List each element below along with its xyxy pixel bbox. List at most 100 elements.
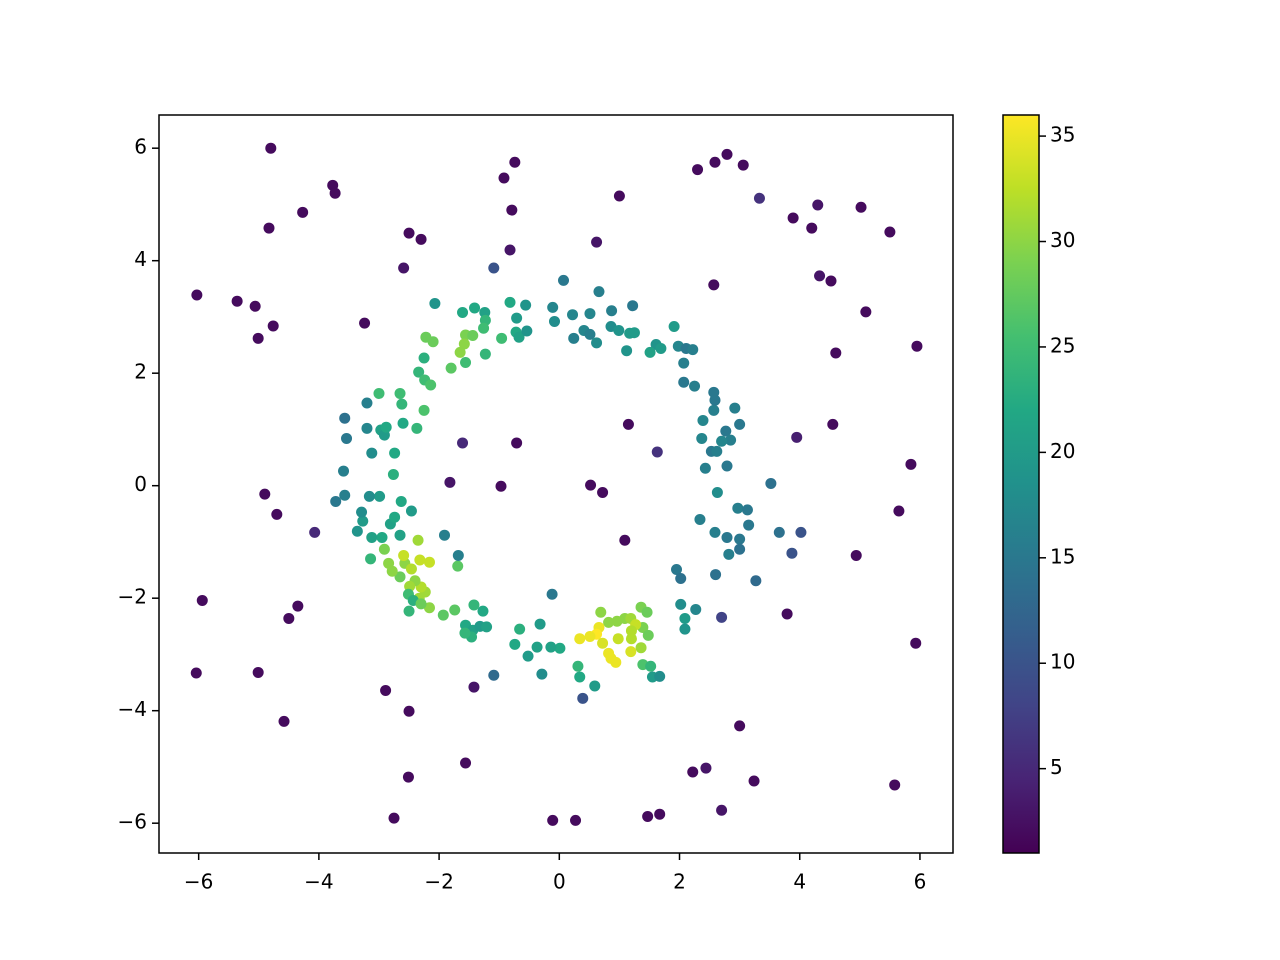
point: [554, 642, 566, 654]
point: [723, 548, 735, 560]
point: [806, 222, 818, 234]
point: [413, 366, 425, 378]
point: [750, 575, 762, 587]
point: [585, 479, 597, 491]
point: [786, 547, 798, 559]
point: [655, 342, 667, 354]
y-tick-label: 6: [134, 135, 147, 159]
point: [467, 330, 479, 341]
point: [884, 226, 896, 238]
point: [423, 602, 435, 614]
point: [812, 199, 824, 211]
point: [297, 206, 309, 218]
colorbar-tick-label: 30: [1050, 228, 1075, 252]
point: [597, 637, 609, 649]
point: [855, 201, 867, 213]
point: [546, 588, 558, 600]
point: [330, 495, 342, 507]
point: [454, 346, 466, 358]
y-tick-label: 0: [134, 472, 147, 496]
point: [547, 301, 559, 313]
point: [641, 606, 653, 618]
point: [734, 543, 746, 555]
point: [373, 387, 385, 399]
point: [893, 505, 905, 517]
point: [668, 321, 680, 332]
point: [231, 295, 243, 307]
point: [267, 320, 279, 332]
point: [338, 465, 350, 477]
point: [765, 477, 777, 489]
point: [721, 148, 733, 160]
point: [734, 418, 746, 430]
point: [437, 609, 449, 621]
point: [619, 534, 631, 546]
point: [697, 414, 709, 426]
point: [386, 565, 398, 577]
point: [911, 340, 923, 352]
point: [584, 328, 596, 340]
y-tick-label: −2: [118, 585, 147, 609]
point: [827, 418, 839, 430]
point: [910, 637, 922, 649]
point: [478, 322, 490, 334]
point: [405, 505, 417, 517]
colorbar-tick-label: 15: [1050, 544, 1075, 568]
point: [514, 623, 526, 635]
x-tick-label: 2: [673, 870, 686, 894]
point: [394, 571, 406, 583]
point: [716, 611, 728, 623]
point: [481, 621, 493, 633]
point: [520, 299, 532, 311]
point: [403, 227, 415, 239]
point: [504, 244, 516, 256]
point: [645, 660, 657, 672]
point: [625, 625, 637, 637]
point: [380, 684, 392, 696]
point: [654, 670, 666, 682]
point: [584, 630, 596, 642]
point: [439, 529, 451, 541]
point: [593, 286, 605, 298]
point: [389, 511, 401, 523]
point: [654, 808, 666, 820]
point: [356, 506, 368, 518]
point: [509, 638, 521, 650]
point: [595, 606, 607, 618]
point: [678, 376, 690, 388]
point: [734, 720, 746, 732]
point: [191, 289, 203, 301]
colorbar-tick-label: 10: [1050, 650, 1075, 674]
point: [574, 671, 586, 683]
point: [366, 447, 378, 459]
point: [850, 549, 862, 561]
point: [622, 418, 634, 430]
point: [732, 502, 744, 514]
point: [558, 274, 570, 286]
point: [498, 172, 510, 184]
point: [734, 533, 746, 545]
colorbar-tick-label: 5: [1050, 755, 1063, 779]
point: [479, 306, 491, 318]
point: [380, 421, 392, 433]
point: [814, 270, 826, 282]
point: [359, 317, 371, 329]
point: [591, 337, 603, 349]
point: [252, 666, 264, 678]
point: [905, 458, 917, 470]
point: [711, 445, 723, 457]
point: [361, 422, 373, 434]
point: [675, 573, 687, 584]
point: [395, 495, 407, 507]
point: [468, 599, 480, 611]
point: [341, 432, 353, 444]
point: [700, 762, 712, 774]
point: [283, 612, 295, 624]
point: [423, 556, 435, 568]
point: [795, 526, 807, 538]
y-tick-label: −6: [118, 810, 147, 834]
point: [429, 297, 441, 309]
point: [495, 480, 507, 492]
point: [568, 332, 580, 344]
